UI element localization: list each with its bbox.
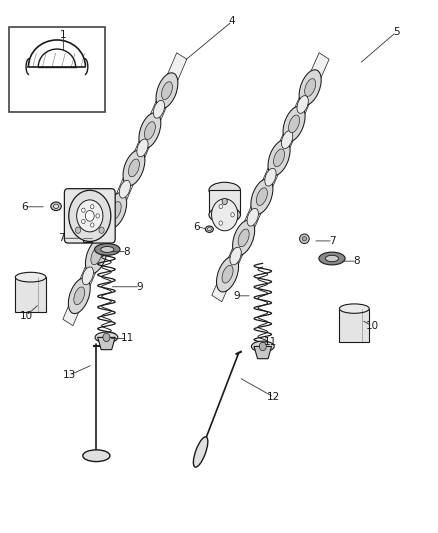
Circle shape [81, 220, 85, 224]
Ellipse shape [139, 113, 161, 148]
Ellipse shape [95, 244, 120, 255]
Polygon shape [254, 346, 272, 359]
Text: 8: 8 [353, 256, 360, 266]
Bar [83, 233, 92, 242]
Text: 8: 8 [124, 247, 131, 256]
Ellipse shape [233, 220, 254, 255]
Ellipse shape [51, 202, 61, 211]
FancyBboxPatch shape [64, 189, 115, 243]
Circle shape [212, 199, 238, 231]
Ellipse shape [283, 106, 305, 142]
Ellipse shape [299, 70, 321, 105]
Text: 11: 11 [264, 337, 277, 347]
Text: 13: 13 [63, 370, 76, 380]
Circle shape [96, 214, 99, 218]
Ellipse shape [53, 204, 59, 208]
Circle shape [222, 198, 227, 205]
Circle shape [77, 200, 103, 232]
Circle shape [219, 204, 223, 208]
Text: 5: 5 [393, 27, 400, 37]
Ellipse shape [319, 252, 345, 265]
Ellipse shape [82, 267, 93, 285]
Ellipse shape [289, 115, 300, 133]
Polygon shape [98, 337, 115, 350]
Text: 10: 10 [20, 311, 33, 320]
Ellipse shape [209, 182, 240, 198]
Text: 9: 9 [137, 282, 144, 292]
Ellipse shape [300, 234, 309, 244]
Ellipse shape [145, 122, 155, 140]
Ellipse shape [238, 229, 249, 247]
Circle shape [75, 227, 81, 233]
Ellipse shape [156, 73, 178, 108]
Text: 12: 12 [267, 392, 280, 402]
Ellipse shape [83, 450, 110, 462]
Ellipse shape [95, 332, 118, 343]
Text: 4: 4 [229, 17, 236, 26]
Ellipse shape [74, 287, 85, 305]
Polygon shape [209, 190, 240, 215]
Ellipse shape [137, 139, 148, 157]
Ellipse shape [216, 256, 239, 292]
Ellipse shape [222, 265, 233, 283]
Ellipse shape [339, 304, 369, 313]
Ellipse shape [265, 168, 276, 186]
Ellipse shape [230, 247, 241, 265]
Ellipse shape [302, 237, 307, 241]
Text: 6: 6 [193, 222, 200, 231]
Ellipse shape [305, 79, 316, 96]
Ellipse shape [105, 193, 127, 228]
Ellipse shape [100, 224, 112, 242]
Ellipse shape [297, 95, 308, 114]
Circle shape [85, 211, 94, 221]
Ellipse shape [209, 207, 240, 223]
Circle shape [91, 223, 94, 227]
Ellipse shape [110, 201, 121, 220]
Ellipse shape [268, 140, 290, 175]
Ellipse shape [274, 149, 285, 167]
Circle shape [99, 227, 104, 233]
Ellipse shape [256, 188, 267, 206]
Ellipse shape [282, 131, 293, 149]
Ellipse shape [91, 247, 102, 265]
Polygon shape [212, 53, 329, 302]
Bar [339, 309, 369, 342]
Circle shape [91, 205, 94, 209]
Ellipse shape [162, 82, 173, 100]
Bar [9, 27, 105, 112]
Circle shape [103, 333, 110, 342]
Ellipse shape [15, 272, 46, 282]
Circle shape [231, 213, 234, 217]
Ellipse shape [101, 246, 114, 253]
Text: 7: 7 [58, 233, 65, 243]
Circle shape [81, 208, 85, 212]
Ellipse shape [119, 180, 131, 198]
Ellipse shape [251, 179, 273, 214]
Bar [15, 277, 46, 312]
Text: 6: 6 [21, 202, 28, 212]
Ellipse shape [194, 437, 208, 467]
Ellipse shape [123, 150, 145, 185]
Text: 1: 1 [60, 30, 67, 39]
Polygon shape [63, 53, 187, 326]
Ellipse shape [208, 228, 212, 231]
Ellipse shape [153, 100, 165, 118]
Circle shape [69, 190, 111, 241]
Ellipse shape [325, 255, 339, 262]
Text: 9: 9 [233, 291, 240, 301]
Ellipse shape [251, 341, 274, 352]
Ellipse shape [128, 159, 139, 177]
Circle shape [219, 221, 223, 225]
Text: 10: 10 [366, 321, 379, 331]
Text: 7: 7 [329, 236, 336, 246]
Ellipse shape [247, 208, 258, 226]
Text: 11: 11 [120, 334, 134, 343]
Circle shape [259, 342, 266, 351]
Ellipse shape [68, 278, 90, 313]
Ellipse shape [205, 226, 213, 232]
Ellipse shape [85, 238, 107, 273]
